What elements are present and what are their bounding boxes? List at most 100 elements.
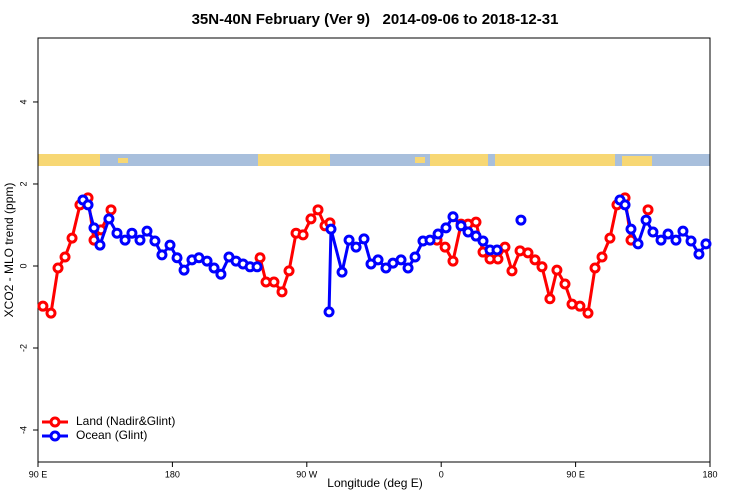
y-tick-label: 4 xyxy=(18,99,28,104)
data-point xyxy=(424,234,436,246)
data-point xyxy=(171,252,183,264)
data-point xyxy=(440,222,452,234)
data-point xyxy=(283,265,295,277)
data-point xyxy=(685,235,697,247)
data-point xyxy=(343,234,355,246)
data-point xyxy=(522,247,534,259)
data-point xyxy=(432,228,444,240)
data-point xyxy=(149,235,161,247)
data-point xyxy=(52,262,64,274)
data-point xyxy=(268,276,280,288)
data-point xyxy=(37,300,49,312)
data-point xyxy=(208,262,220,274)
chart-title: 35N-40N February (Ver 9) 2014-09-06 to 2… xyxy=(192,11,559,28)
x-tick-label: 90 E xyxy=(29,469,48,479)
y-axis-label: XCO2 - MLO trend (ppm) xyxy=(2,183,16,318)
data-point xyxy=(336,266,348,278)
x-tick-label: 90 W xyxy=(296,469,318,479)
data-point xyxy=(402,262,414,274)
data-point xyxy=(178,264,190,276)
data-point xyxy=(201,255,213,267)
data-point xyxy=(470,216,482,228)
data-point xyxy=(529,254,541,266)
x-tick-label: 180 xyxy=(702,469,717,479)
data-point xyxy=(312,204,324,216)
data-point xyxy=(662,228,674,240)
data-point xyxy=(640,214,652,226)
data-point xyxy=(395,254,407,266)
data-point xyxy=(305,213,317,225)
data-point xyxy=(66,232,78,244)
x-tick-label: 90 E xyxy=(566,469,585,479)
legend-marker xyxy=(49,416,61,428)
data-point xyxy=(409,251,421,263)
data-point xyxy=(88,222,100,234)
data-point xyxy=(439,241,451,253)
data-point xyxy=(103,213,115,225)
data-point xyxy=(350,241,362,253)
data-point xyxy=(82,199,94,211)
x-tick-label: 180 xyxy=(165,469,180,479)
data-point xyxy=(164,239,176,251)
data-point xyxy=(655,234,667,246)
data-point xyxy=(492,253,504,265)
data-point xyxy=(574,300,586,312)
data-point xyxy=(156,249,168,261)
data-point xyxy=(372,254,384,266)
data-point xyxy=(141,225,153,237)
data-point xyxy=(700,238,712,250)
data-point xyxy=(297,229,309,241)
data-point xyxy=(506,265,518,277)
y-tick-label: -2 xyxy=(18,344,28,352)
y-tick-label: 0 xyxy=(18,263,28,268)
data-point xyxy=(551,264,563,276)
data-point xyxy=(455,220,467,232)
y-tick-label: -4 xyxy=(18,426,28,434)
data-point xyxy=(111,227,123,239)
data-point xyxy=(491,244,503,256)
data-point xyxy=(670,234,682,246)
data-point xyxy=(589,262,601,274)
data-point xyxy=(380,262,392,274)
data-point xyxy=(276,286,288,298)
data-point xyxy=(677,225,689,237)
data-point xyxy=(693,248,705,260)
legend-marker xyxy=(49,430,61,442)
data-point xyxy=(447,255,459,267)
data-point xyxy=(251,261,263,273)
data-point xyxy=(544,293,556,305)
data-point xyxy=(536,261,548,273)
data-point xyxy=(582,307,594,319)
data-point xyxy=(94,239,106,251)
data-point xyxy=(604,232,616,244)
data-point xyxy=(134,234,146,246)
data-point xyxy=(647,226,659,238)
x-tick-label: 0 xyxy=(439,469,444,479)
data-point xyxy=(45,307,57,319)
data-point xyxy=(126,227,138,239)
y-tick-label: 2 xyxy=(18,181,28,186)
data-point xyxy=(559,278,571,290)
map-strip xyxy=(38,154,710,166)
plot-frame xyxy=(37,37,711,463)
data-point xyxy=(619,199,631,211)
data-point xyxy=(254,252,266,264)
data-point xyxy=(632,238,644,250)
data-point xyxy=(119,234,131,246)
x-axis-label: Longitude (deg E) xyxy=(327,476,422,490)
legend-label: Ocean (Glint) xyxy=(76,428,147,442)
data-point xyxy=(105,204,117,216)
data-point xyxy=(625,223,637,235)
data-point xyxy=(515,214,527,226)
data-point xyxy=(325,223,337,235)
data-point xyxy=(477,235,489,247)
data-point xyxy=(596,251,608,263)
data-point xyxy=(59,251,71,263)
data-point xyxy=(642,204,654,216)
data-point xyxy=(323,306,335,318)
data-point xyxy=(447,211,459,223)
data-point xyxy=(462,226,474,238)
